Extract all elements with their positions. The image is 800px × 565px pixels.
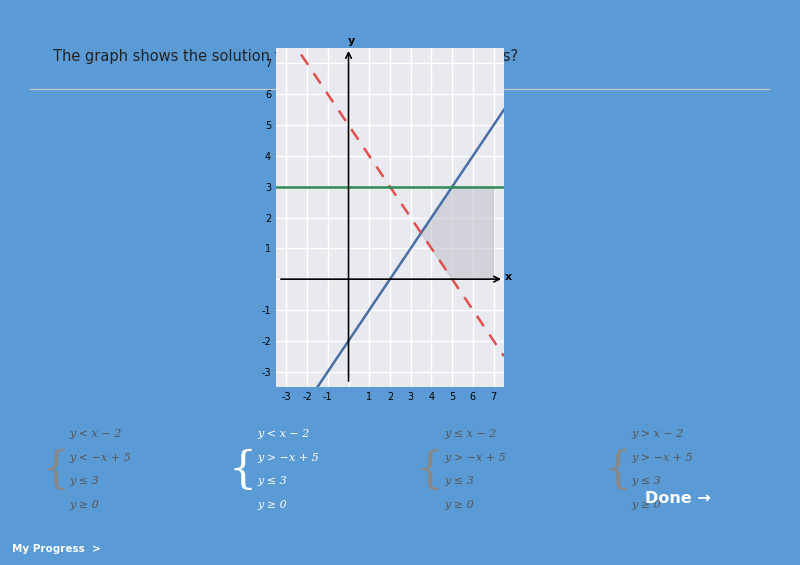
Text: y ≤ x − 2: y ≤ x − 2 xyxy=(444,429,497,439)
Text: y > −x + 5: y > −x + 5 xyxy=(444,453,506,463)
Text: y ≥ 0: y ≥ 0 xyxy=(257,500,286,510)
Text: {: { xyxy=(41,449,70,492)
Text: y < x − 2: y < x − 2 xyxy=(70,429,122,439)
Text: Done →: Done → xyxy=(645,491,711,506)
Text: y ≥ 0: y ≥ 0 xyxy=(632,500,662,510)
Text: x: x xyxy=(505,272,512,282)
Polygon shape xyxy=(421,186,494,279)
Text: y ≤ 3: y ≤ 3 xyxy=(70,476,99,486)
Text: y > x − 2: y > x − 2 xyxy=(632,429,684,439)
Text: The graph shows the solution to which systems of inequalities?: The graph shows the solution to which sy… xyxy=(53,49,518,63)
Text: {: { xyxy=(229,449,257,492)
Text: y < −x + 5: y < −x + 5 xyxy=(70,453,131,463)
Text: My Progress  >: My Progress > xyxy=(11,545,100,554)
Text: y > −x + 5: y > −x + 5 xyxy=(632,453,694,463)
Text: y ≥ 0: y ≥ 0 xyxy=(444,500,474,510)
Text: y ≤ 3: y ≤ 3 xyxy=(257,476,286,486)
Text: y ≤ 3: y ≤ 3 xyxy=(444,476,474,486)
Text: {: { xyxy=(603,449,631,492)
Text: y ≤ 3: y ≤ 3 xyxy=(632,476,662,486)
Text: y > −x + 5: y > −x + 5 xyxy=(257,453,318,463)
Text: {: { xyxy=(416,449,444,492)
Text: y ≥ 0: y ≥ 0 xyxy=(70,500,99,510)
Text: y < x − 2: y < x − 2 xyxy=(257,429,310,439)
Text: y: y xyxy=(347,37,354,46)
